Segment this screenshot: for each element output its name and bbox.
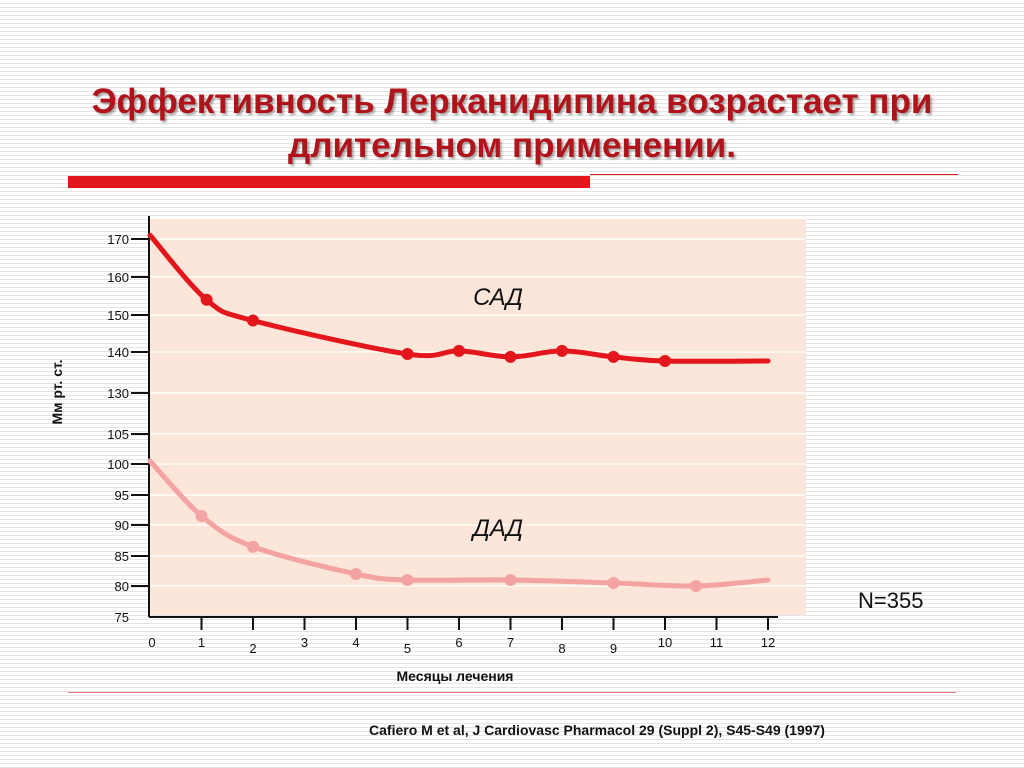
data-point-dad: [504, 574, 517, 586]
y-tick-label: 160: [107, 270, 129, 285]
x-tick-label: 8: [558, 641, 565, 656]
citation: Cafiero M et al, J Cardiovasc Pharmacol …: [369, 722, 825, 738]
data-point-dad: [350, 568, 362, 580]
x-tick-label: 4: [352, 635, 359, 650]
y-axis-title: Мм рт. ст.: [49, 360, 65, 425]
title-line-1: Эффективность Лерканидипина возрастает п…: [91, 82, 933, 121]
y-tick-label: 95: [115, 488, 129, 503]
x-tick-label: 5: [404, 641, 411, 656]
data-point-dad: [607, 577, 620, 589]
data-point-sad: [607, 350, 620, 363]
slide-title: Эффективность Лерканидипина возрастает п…: [60, 80, 964, 168]
series-label-sad: САД: [473, 284, 523, 311]
x-tick-label: 3: [301, 635, 308, 650]
x-tick-label: 2: [249, 641, 256, 656]
y-tick-label: 105: [107, 427, 129, 442]
x-axis-title: Месяцы лечения: [397, 668, 514, 684]
accent-line: [590, 174, 958, 175]
data-point-sad: [504, 350, 517, 363]
footer-line: [68, 692, 956, 693]
y-tick-label: 140: [107, 345, 129, 360]
y-tick-label: 85: [115, 549, 129, 564]
series-line-dad: [147, 458, 771, 589]
title-line-2: длительном применении.: [288, 126, 736, 165]
y-tick-label: 170: [107, 232, 129, 247]
data-point-sad: [659, 355, 671, 368]
data-point-sad: [247, 314, 259, 327]
data-point-sad: [200, 293, 213, 306]
data-point-sad: [401, 348, 414, 361]
x-tick-label: 7: [507, 635, 514, 650]
y-tick-label: 75: [115, 610, 129, 625]
x-tick-label: 1: [198, 635, 205, 650]
x-tick-label: 12: [761, 635, 775, 650]
x-tick-label: 11: [710, 635, 724, 650]
series-group: [147, 232, 771, 592]
sample-size-label: N=355: [858, 588, 924, 613]
y-tick-label: 90: [115, 518, 129, 533]
data-point-dad: [401, 574, 414, 586]
data-point-sad: [453, 344, 465, 357]
x-tick-label: 6: [455, 635, 462, 650]
x-tick-label: 10: [658, 635, 672, 650]
series-label-dad: ДАД: [470, 515, 523, 542]
y-tick-label: 130: [107, 386, 129, 401]
data-point-dad: [689, 580, 702, 592]
data-point-sad: [556, 344, 568, 357]
accent-bar: [68, 176, 590, 188]
x-tick-label: 9: [610, 641, 617, 656]
y-tick-label: 100: [107, 457, 129, 472]
y-tick-label: 150: [107, 308, 129, 323]
data-point-dad: [247, 540, 259, 553]
x-tick-label: 0: [148, 635, 155, 650]
y-tick-label: 80: [115, 579, 129, 594]
series-line-sad: [147, 232, 771, 364]
data-point-dad: [195, 510, 208, 522]
